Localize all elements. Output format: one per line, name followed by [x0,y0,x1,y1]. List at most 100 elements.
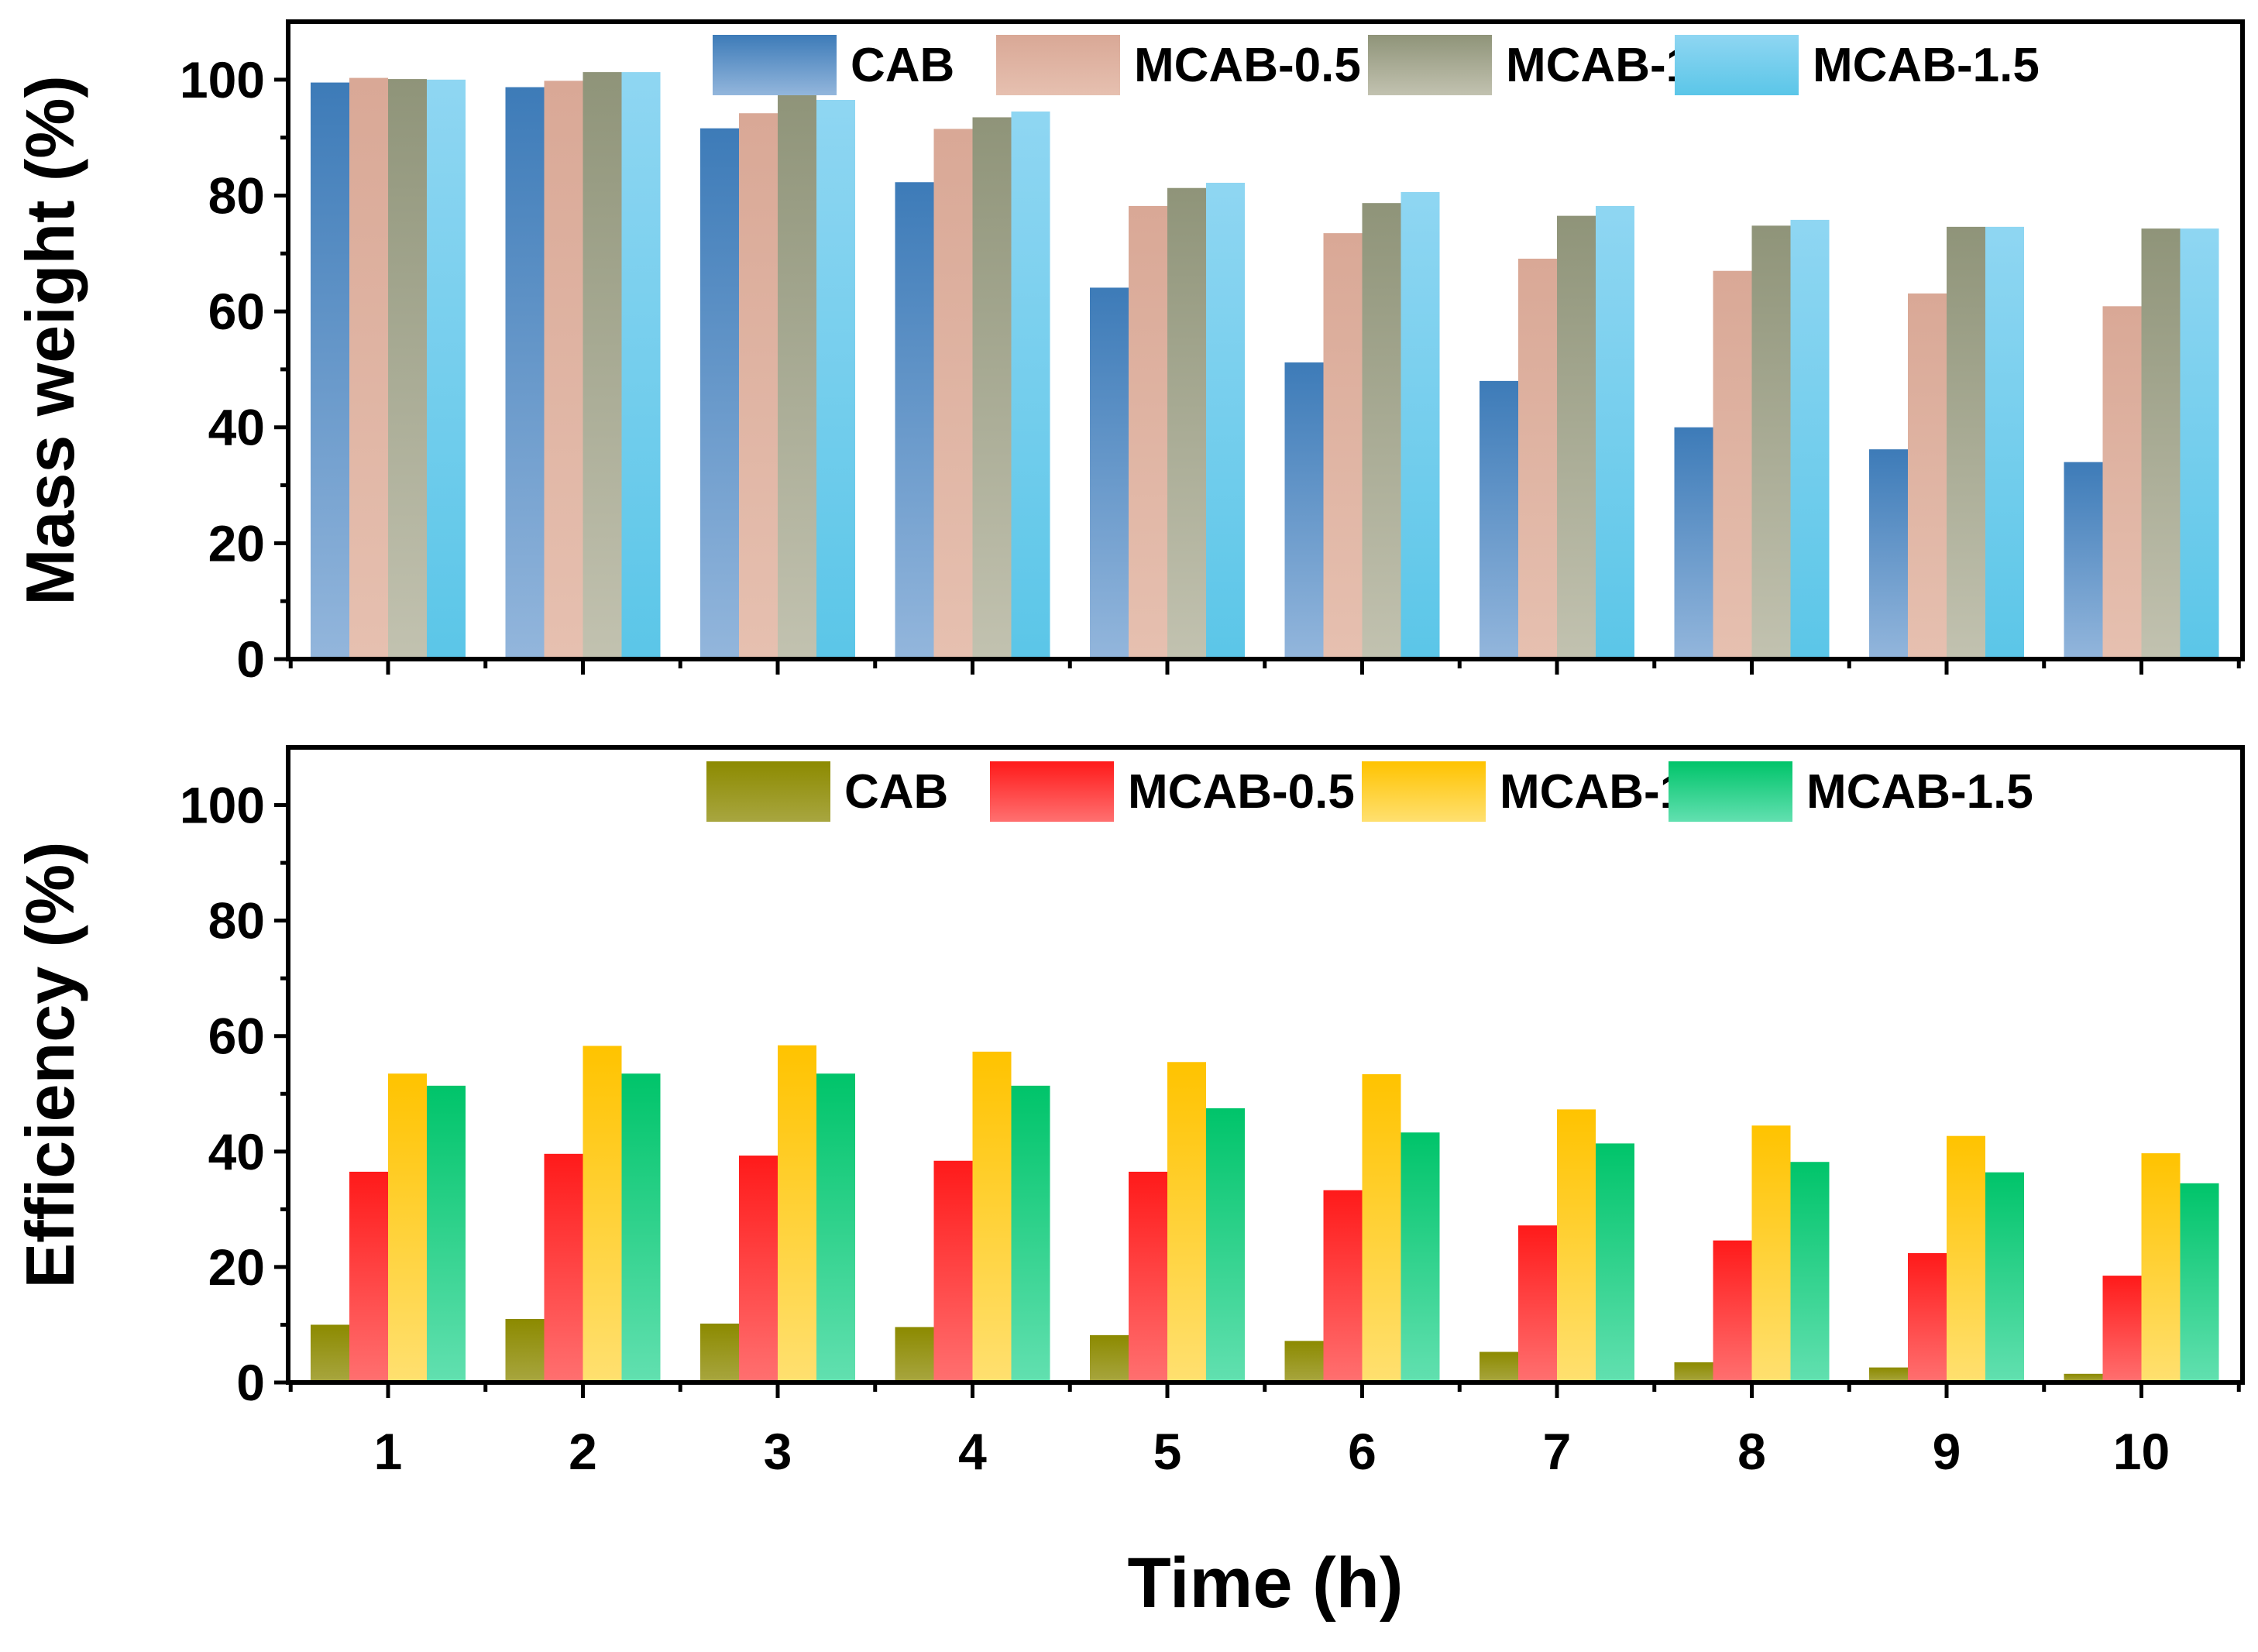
legend-swatch-mass-MCAB-1.5 [1675,35,1799,95]
bar-efficiency-MCAB-0.5-3 [739,1156,778,1382]
bar-mass-MCAB-1.5-5 [1206,182,1245,659]
xtick-label-efficiency-4: 4 [958,1423,987,1480]
ytick-label-efficiency-60: 60 [208,1008,265,1065]
xlabel-efficiency: Time (h) [1127,1544,1403,1623]
bar-mass-CAB-1 [311,82,349,660]
bar-mass-MCAB-0.5-1 [349,77,388,660]
legend-label-mass-MCAB-1: MCAB-1 [1506,39,1693,92]
bar-efficiency-MCAB-1-4 [972,1051,1012,1382]
legend-swatch-mass-MCAB-1 [1368,35,1492,95]
bar-efficiency-MCAB-0.5-2 [544,1153,583,1382]
bar-mass-CAB-8 [1674,427,1713,659]
bar-efficiency-MCAB-1-9 [1947,1135,1985,1382]
bar-mass-MCAB-1-8 [1751,225,1791,659]
bar-efficiency-CAB-5 [1090,1334,1129,1382]
bar-mass-MCAB-1.5-8 [1790,219,1830,659]
bar-efficiency-MCAB-0.5-6 [1323,1190,1363,1382]
bar-mass-MCAB-0.5-10 [2102,306,2142,659]
bar-efficiency-MCAB-1-2 [583,1046,622,1382]
bar-efficiency-MCAB-1-3 [778,1045,816,1382]
bar-efficiency-MCAB-1.5-10 [2180,1183,2219,1382]
xtick-label-efficiency-7: 7 [1543,1423,1572,1480]
bar-efficiency-CAB-2 [505,1319,545,1382]
legend-swatch-efficiency-MCAB-0.5 [990,761,1114,822]
legend-efficiency: CAB MCAB-0.5 MCAB-1 MCAB-1.5 [706,761,2033,822]
ytick-label-mass-40: 40 [208,399,265,456]
xtick-label-efficiency-3: 3 [764,1423,792,1480]
bar-mass-MCAB-1.5-3 [816,100,855,660]
bar-mass-CAB-10 [2064,462,2103,659]
legend-label-mass-MCAB-0.5: MCAB-0.5 [1134,39,1361,92]
bar-efficiency-CAB-1 [311,1324,349,1382]
ytick-label-mass-20: 20 [208,514,265,572]
bar-efficiency-MCAB-0.5-1 [349,1171,388,1382]
bar-mass-CAB-6 [1284,362,1324,659]
bar-mass-MCAB-0.5-3 [739,113,778,660]
ytick-label-efficiency-80: 80 [208,892,265,950]
bar-mass-MCAB-1.5-1 [427,79,466,660]
bar-mass-MCAB-1-3 [778,94,816,660]
bar-mass-MCAB-1-4 [972,117,1012,659]
bar-efficiency-MCAB-1-5 [1167,1062,1206,1382]
bar-mass-MCAB-0.5-9 [1908,293,1947,659]
bar-mass-MCAB-0.5-2 [544,81,583,659]
bar-mass-MCAB-1-10 [2141,228,2181,659]
ytick-label-efficiency-40: 40 [208,1123,265,1180]
legend-label-mass-CAB: CAB [851,39,954,92]
bar-efficiency-CAB-4 [895,1327,934,1382]
bar-efficiency-CAB-10 [2064,1373,2103,1382]
bar-efficiency-MCAB-0.5-8 [1713,1240,1752,1382]
bar-efficiency-MCAB-1.5-2 [621,1073,661,1382]
bar-mass-MCAB-1.5-2 [621,72,661,660]
legend-swatch-efficiency-MCAB-1.5 [1669,761,1792,822]
ytick-label-efficiency-0: 0 [236,1354,265,1411]
bar-mass-MCAB-1-9 [1947,226,1985,660]
panel-mass: 0 20 40 60 80 100 Mass weight (%) CAB MCAB-0.5 MC… [12,19,2245,688]
bar-mass-MCAB-1.5-6 [1401,191,1440,659]
bar-mass-MCAB-1-1 [388,79,427,659]
bar-mass-MCAB-1.5-7 [1596,205,1634,659]
bar-mass-CAB-5 [1090,287,1129,659]
bar-mass-MCAB-1.5-9 [1985,226,2024,660]
bar-efficiency-MCAB-1.5-7 [1596,1143,1634,1382]
bar-mass-CAB-3 [700,128,739,659]
bar-mass-CAB-9 [1869,449,1908,659]
bar-mass-CAB-7 [1480,380,1518,659]
bar-efficiency-MCAB-0.5-9 [1908,1253,1947,1382]
bar-mass-MCAB-1-7 [1557,215,1596,660]
bar-efficiency-MCAB-1-7 [1557,1109,1596,1382]
ytick-label-efficiency-100: 100 [180,777,265,834]
ylabel-efficiency: Efficiency (%) [12,841,88,1288]
bar-efficiency-MCAB-1-6 [1362,1073,1401,1382]
bar-efficiency-CAB-8 [1674,1362,1713,1382]
bar-efficiency-MCAB-1-8 [1751,1125,1791,1382]
bar-efficiency-MCAB-0.5-7 [1518,1225,1557,1382]
legend-swatch-efficiency-CAB [706,761,830,822]
xtick-label-efficiency-1: 1 [374,1423,403,1480]
xtick-label-efficiency-8: 8 [1737,1423,1766,1480]
bar-mass-MCAB-1.5-10 [2180,228,2219,659]
ytick-label-efficiency-20: 20 [208,1238,265,1296]
bar-efficiency-MCAB-1.5-8 [1790,1162,1830,1382]
bar-efficiency-MCAB-0.5-10 [2102,1276,2142,1382]
bar-efficiency-MCAB-1.5-1 [427,1085,466,1382]
legend-label-efficiency-MCAB-1.5: MCAB-1.5 [1806,765,2033,819]
bar-mass-MCAB-1-5 [1167,187,1206,660]
bar-mass-MCAB-1-6 [1362,203,1401,659]
xtick-label-efficiency-9: 9 [1933,1423,1961,1480]
xtick-label-efficiency-6: 6 [1348,1423,1376,1480]
bar-mass-CAB-4 [895,182,934,660]
bar-efficiency-MCAB-1.5-9 [1985,1172,2024,1382]
bar-mass-MCAB-1.5-4 [1011,111,1050,659]
bar-efficiency-MCAB-0.5-4 [933,1160,973,1382]
legend-label-mass-MCAB-1.5: MCAB-1.5 [1813,39,2040,92]
panel-efficiency: 0 20 40 60 80 100 1 2 3 4 5 6 7 8 9 10 Efficiency (%) Tim… [12,745,2245,1623]
bar-mass-MCAB-0.5-8 [1713,270,1752,659]
legend-label-efficiency-CAB: CAB [844,765,948,819]
bar-mass-MCAB-0.5-5 [1129,205,1167,659]
bar-efficiency-CAB-3 [700,1323,739,1382]
legend-label-efficiency-MCAB-1: MCAB-1 [1500,765,1686,819]
legend-mass: CAB MCAB-0.5 MCAB-1 MCAB-1.5 [713,35,2040,95]
